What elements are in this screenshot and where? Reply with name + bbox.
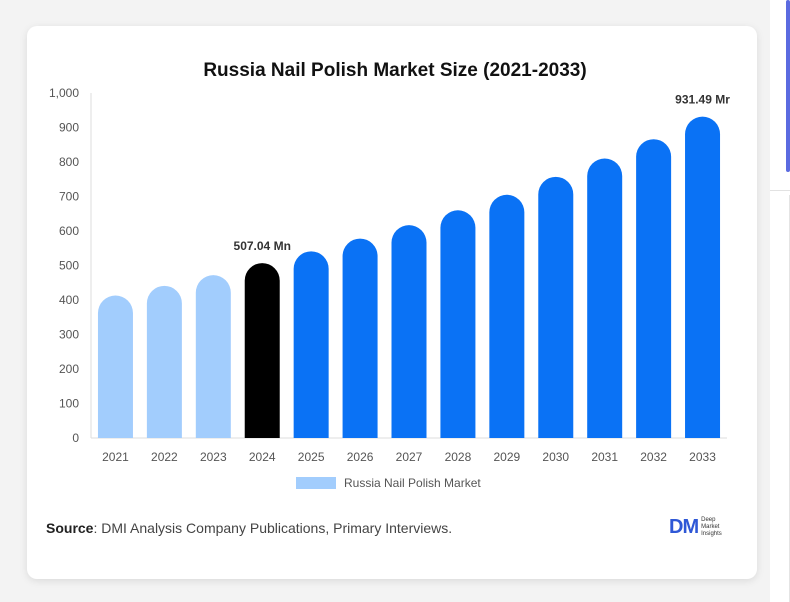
- y-tick-label: 300: [59, 328, 79, 342]
- logo-mark: DM: [669, 516, 699, 538]
- y-tick-label: 1,000: [49, 86, 79, 100]
- bar-2026: [342, 238, 378, 438]
- bar-2025: [293, 251, 329, 438]
- x-tick-label: 2023: [200, 450, 227, 464]
- logo-word-3: Insights: [701, 531, 722, 537]
- x-tick-label: 2031: [591, 450, 618, 464]
- x-tick-label: 2032: [640, 450, 667, 464]
- y-tick-label: 0: [72, 431, 79, 445]
- bar-2031: [587, 158, 623, 439]
- x-tick-label: 2028: [445, 450, 472, 464]
- y-tick-label: 700: [59, 190, 79, 204]
- source-label: Source: [46, 520, 94, 536]
- bar-2028: [440, 210, 476, 438]
- chart-title: Russia Nail Polish Market Size (2021-203…: [203, 60, 587, 81]
- bar-2029: [489, 194, 525, 438]
- x-tick-label: 2026: [347, 450, 374, 464]
- y-tick-label: 900: [59, 121, 79, 135]
- x-tick-label: 2022: [151, 450, 178, 464]
- legend-swatch: [296, 477, 336, 489]
- x-tick-label: 2027: [396, 450, 423, 464]
- chart-legend: Russia Nail Polish Market: [296, 476, 481, 490]
- bar-2021: [97, 295, 133, 438]
- y-tick-label: 800: [59, 155, 79, 169]
- y-tick-label: 200: [59, 362, 79, 376]
- bar-2027: [391, 225, 427, 438]
- source-note: Source: DMI Analysis Company Publication…: [46, 520, 452, 536]
- y-tick-label: 400: [59, 293, 79, 307]
- source-text: : DMI Analysis Company Publications, Pri…: [93, 520, 453, 536]
- legend-label: Russia Nail Polish Market: [344, 476, 481, 490]
- bar-2024: [244, 263, 280, 438]
- bar-2022: [146, 285, 182, 438]
- logo-word-1: Deep: [701, 517, 716, 523]
- data-label-2033: 931.49 Mr: [675, 93, 730, 107]
- x-tick-label: 2021: [102, 450, 129, 464]
- data-label-2024: 507.04 Mn: [234, 239, 291, 253]
- x-tick-label: 2033: [689, 450, 716, 464]
- y-tick-label: 100: [59, 397, 79, 411]
- scrollbar-accent[interactable]: [786, 0, 790, 172]
- x-tick-label: 2030: [542, 450, 569, 464]
- y-tick-label: 500: [59, 259, 79, 273]
- x-tick-label: 2024: [249, 450, 276, 464]
- bar-2023: [195, 275, 231, 438]
- x-tick-label: 2029: [493, 450, 520, 464]
- company-logo: DM Deep Market Insights: [669, 516, 722, 539]
- x-tick-label: 2025: [298, 450, 325, 464]
- bar-2033: [685, 116, 721, 438]
- y-tick-label: 600: [59, 224, 79, 238]
- bar-2030: [538, 176, 574, 438]
- logo-words: Deep Market Insights: [701, 517, 722, 538]
- logo-word-2: Market: [701, 524, 720, 530]
- bar-2032: [636, 139, 672, 439]
- divider: [770, 190, 790, 191]
